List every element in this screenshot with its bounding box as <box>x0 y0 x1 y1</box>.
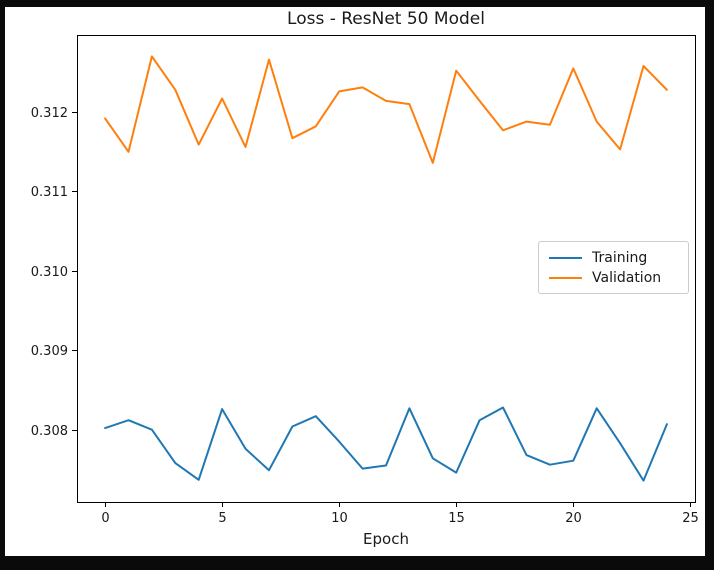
x-tick-label: 15 <box>448 511 465 526</box>
y-tick-label: 0.312 <box>31 106 68 121</box>
legend-item-training: Training <box>549 249 678 267</box>
training-line-swatch <box>549 257 582 259</box>
x-tick-label: 25 <box>682 511 699 526</box>
x-tick-label: 5 <box>218 511 226 526</box>
legend-label-validation: Validation <box>592 270 662 286</box>
x-tick-label: 0 <box>101 511 109 526</box>
legend-label-training: Training <box>592 250 648 266</box>
x-tick-label: 10 <box>331 511 348 526</box>
y-tick-label: 0.311 <box>31 185 68 200</box>
x-tick-label: 20 <box>565 511 582 526</box>
training-line <box>104 406 668 482</box>
validation-line-swatch <box>549 277 582 279</box>
x-axis-title: Epoch <box>363 530 409 548</box>
legend-item-validation: Validation <box>549 269 678 287</box>
plot-frame <box>77 35 696 503</box>
legend: Training Validation <box>538 241 689 294</box>
y-tick-label: 0.310 <box>31 265 68 280</box>
y-tick-label: 0.309 <box>31 344 68 359</box>
chart-title: Loss - ResNet 50 Model <box>287 9 485 29</box>
validation-line <box>104 55 668 164</box>
y-tick-label: 0.308 <box>31 424 68 439</box>
